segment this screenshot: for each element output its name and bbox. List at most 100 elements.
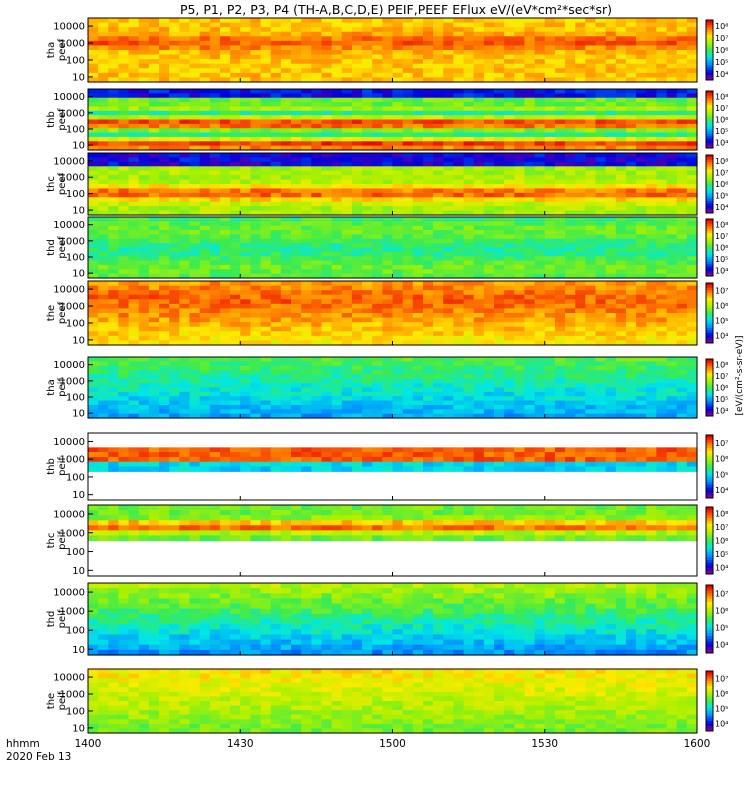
spectrogram-cell [504, 256, 515, 262]
spectrogram-cell [463, 331, 475, 337]
spectrogram-cell [605, 281, 617, 287]
spectrogram-cell [291, 326, 302, 332]
spectrogram-cell [422, 157, 434, 163]
spectrogram-cell [240, 387, 251, 393]
spectrogram-cell [372, 285, 383, 291]
spectrogram-cell [514, 170, 526, 176]
spectrogram-cell [595, 294, 607, 300]
spectrogram-cell [422, 370, 434, 376]
spectrogram-cell [270, 119, 282, 125]
spectrogram-cell [433, 238, 444, 244]
spectrogram-cell [514, 326, 526, 332]
spectrogram-cell [311, 89, 323, 94]
spectrogram-cell [514, 59, 526, 65]
spectrogram-cell [686, 281, 698, 287]
spectrogram-cell [422, 340, 434, 346]
spectrogram-cell [108, 197, 120, 203]
spectrogram-cell [382, 63, 394, 69]
spectrogram-cell [666, 308, 678, 314]
spectrogram-cell [595, 285, 607, 291]
spectrogram-cell [351, 132, 363, 138]
spectrogram-cell [453, 230, 465, 236]
spectrogram-cell [494, 40, 505, 47]
spectrogram-cell [666, 188, 678, 194]
spectrogram-cell [514, 188, 526, 194]
spectrogram-cell [199, 331, 211, 337]
spectrogram-cell [565, 290, 576, 296]
spectrogram-cell [118, 285, 130, 291]
spectrogram-cell [250, 161, 262, 167]
spectrogram-cell [148, 303, 160, 310]
spectrogram-cell [412, 404, 424, 410]
spectrogram-cell [575, 68, 586, 74]
spectrogram-cell [605, 184, 617, 190]
spectrogram-cell [656, 234, 668, 240]
spectrogram-cell [392, 273, 404, 279]
spectrogram-cell [321, 36, 333, 42]
spectrogram-cell [554, 313, 566, 319]
spectrogram-cell [88, 50, 99, 56]
spectrogram-cell [291, 197, 302, 203]
spectrogram-cell [138, 331, 150, 337]
spectrogram-cell [341, 22, 353, 28]
spectrogram-cell [392, 18, 404, 24]
spectrogram-cell [270, 374, 282, 380]
spectrogram-cell [646, 225, 657, 231]
spectrogram-cell [240, 378, 251, 384]
spectrogram-cell [321, 197, 333, 203]
spectrogram-cell [483, 234, 495, 240]
spectrogram-cell [646, 197, 657, 203]
spectrogram-cell [88, 179, 99, 185]
spectrogram-cell [240, 234, 251, 240]
spectrogram-cell [341, 157, 353, 163]
spectrogram-cell [341, 106, 353, 112]
spectrogram-cell [372, 40, 383, 47]
spectrogram-cell [351, 89, 363, 94]
spectrogram-cell [128, 260, 140, 266]
spectrogram-cell [362, 36, 373, 42]
spectrogram-cell [625, 206, 637, 212]
spectrogram-cell [494, 260, 505, 266]
spectrogram-cell [362, 123, 373, 129]
spectrogram-cell [514, 201, 526, 207]
spectrogram-cell [189, 106, 201, 112]
spectrogram-cell [554, 230, 566, 236]
spectrogram-cell [453, 188, 465, 194]
spectrogram-cell [128, 281, 140, 287]
colorbar-step [706, 169, 713, 173]
spectrogram-cell [88, 97, 99, 103]
spectrogram-cell [362, 335, 373, 342]
spectrogram-cell [362, 170, 373, 176]
spectrogram-cell [544, 290, 556, 296]
spectrogram-cell [565, 285, 576, 291]
spectrogram-cell [270, 59, 282, 65]
spectrogram-cell [179, 50, 191, 56]
spectrogram-cell [676, 317, 688, 323]
spectrogram-cell [108, 106, 120, 112]
spectrogram-cell [159, 93, 170, 99]
spectrogram-cell [321, 50, 333, 56]
spectrogram-cell [189, 413, 201, 419]
spectrogram-cell [260, 383, 272, 389]
spectrogram-cell [422, 361, 434, 367]
spectrogram-cell [656, 97, 668, 103]
spectrogram-cell [148, 72, 160, 79]
y-tick-label: 100 [66, 124, 85, 135]
spectrogram-cell [625, 36, 637, 42]
spectrogram-cell [412, 77, 424, 83]
spectrogram-cell [646, 36, 657, 42]
spectrogram-cell [260, 201, 272, 207]
spectrogram-cell [250, 123, 262, 129]
spectrogram-cell [524, 136, 536, 142]
spectrogram-cell [341, 308, 353, 314]
spectrogram-cell [230, 102, 241, 108]
spectrogram-cell [453, 387, 465, 393]
spectrogram-cell [331, 251, 343, 257]
spectrogram-cell [88, 294, 99, 300]
colorbar-step [706, 42, 713, 46]
spectrogram-cell [260, 313, 272, 319]
spectrogram-cell [118, 157, 130, 163]
spectrogram-cell [219, 256, 231, 262]
spectrogram-cell [230, 370, 241, 376]
